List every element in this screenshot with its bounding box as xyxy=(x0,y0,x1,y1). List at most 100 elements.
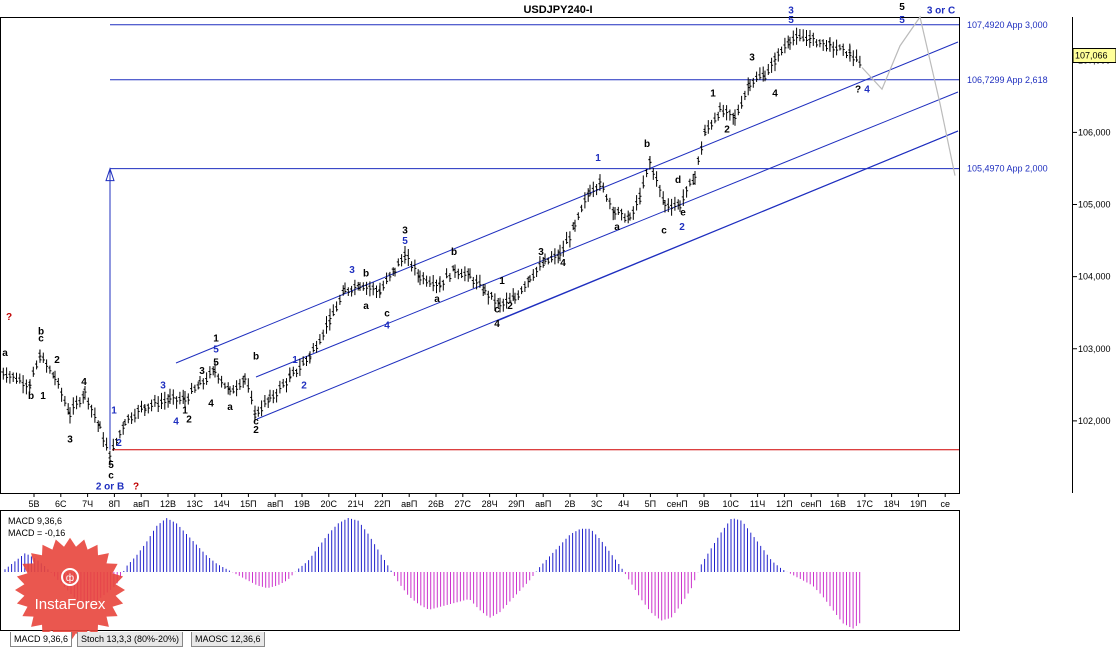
price-axis-ticks: 107,000106,000105,000104,000103,000102,0… xyxy=(1072,48,1116,426)
time-tick-label: 11Ч xyxy=(750,499,765,509)
price-bar xyxy=(375,285,378,298)
wave-label: a xyxy=(363,301,369,312)
price-bar xyxy=(358,282,362,291)
price-bar xyxy=(661,191,665,205)
price-bar xyxy=(268,389,272,402)
wave-label: 3 xyxy=(538,247,544,258)
price-bar xyxy=(508,292,512,303)
price-bar xyxy=(631,206,635,220)
price-bar xyxy=(766,63,770,75)
price-bar xyxy=(168,388,172,405)
wave-label: 3 xyxy=(349,265,355,276)
price-bar xyxy=(418,270,422,286)
price-bar xyxy=(438,276,442,288)
wave-label: b xyxy=(253,352,259,363)
price-bar xyxy=(780,46,784,56)
price-bar xyxy=(673,196,677,211)
time-tick-label: авП xyxy=(133,499,149,509)
price-bar xyxy=(416,269,420,283)
wave-label: c xyxy=(384,308,390,319)
wave-label: 1 xyxy=(182,406,188,417)
price-bar xyxy=(825,39,828,52)
price-bar xyxy=(263,394,267,408)
price-bar xyxy=(655,171,659,187)
price-bar xyxy=(241,375,245,388)
price-bar xyxy=(616,206,620,215)
price-bar xyxy=(471,276,475,289)
time-tick-label: 29П xyxy=(508,499,524,509)
price-bar xyxy=(571,222,575,231)
price-bar xyxy=(346,287,350,296)
price-bar xyxy=(478,274,482,288)
wave-label: 5 xyxy=(213,357,219,368)
price-bar xyxy=(740,95,744,109)
tab-stoch[interactable]: Stoch 13,3,3 (80%-20%) xyxy=(77,632,184,647)
wave-label: 1 xyxy=(40,391,46,402)
price-bar xyxy=(783,37,787,54)
price-bar xyxy=(81,390,85,404)
price-bar xyxy=(460,268,464,279)
price-bar xyxy=(576,212,580,221)
price-bar xyxy=(528,275,532,283)
price-bar xyxy=(281,378,285,388)
price-bar xyxy=(731,112,735,125)
price-bar xyxy=(220,375,224,388)
price-bar xyxy=(193,384,197,393)
price-bar xyxy=(588,184,592,197)
wave-label: c xyxy=(108,471,114,482)
price-bar xyxy=(66,403,70,415)
time-tick-label: 4Ч xyxy=(618,499,629,509)
level-label-2: 105,4970 App 2,000 xyxy=(967,164,1048,174)
wave-label: 4 xyxy=(864,85,870,96)
wave-label: 1 xyxy=(499,276,505,287)
price-bar xyxy=(511,288,515,302)
time-tick-label: 26В xyxy=(428,499,444,509)
price-bar xyxy=(595,183,599,196)
price-bar xyxy=(435,279,438,294)
price-bar xyxy=(291,366,295,377)
wave-label: 5 xyxy=(108,460,114,471)
price-bar xyxy=(153,394,157,407)
price-bar xyxy=(338,294,342,305)
price-bar xyxy=(623,213,627,223)
price-bar xyxy=(441,279,445,291)
time-tick-label: 19П xyxy=(910,499,926,509)
instaforex-logo: ф InstaForex xyxy=(15,537,125,643)
price-bar xyxy=(121,421,125,435)
tab-maosc[interactable]: MAOSC 12,36,6 xyxy=(191,632,265,647)
price-bar xyxy=(288,369,292,379)
price-bar xyxy=(1,367,5,380)
time-tick-label: авП xyxy=(535,499,551,509)
price-bar xyxy=(335,301,339,312)
price-tick-label: 106,000 xyxy=(1078,127,1111,137)
wave-label: e xyxy=(680,207,686,218)
price-bar xyxy=(156,396,160,413)
price-bar xyxy=(295,368,299,378)
price-bar xyxy=(350,285,354,297)
wave-label: 2 xyxy=(301,380,307,391)
price-bar xyxy=(641,175,645,189)
channel-line-3 xyxy=(496,130,959,322)
tab-macd[interactable]: MACD 9,36,6 xyxy=(10,632,73,647)
price-bar xyxy=(811,32,815,46)
price-bar xyxy=(391,267,395,277)
price-bar xyxy=(755,71,759,82)
price-bar xyxy=(190,382,194,394)
wave-label: 2 xyxy=(54,355,60,366)
price-bar xyxy=(393,267,397,277)
price-bar xyxy=(136,404,140,419)
wave-label: 5 xyxy=(402,236,408,247)
price-bar xyxy=(558,244,562,262)
wave-label: 5 xyxy=(213,344,219,355)
price-bar xyxy=(18,373,22,384)
wave-label: d xyxy=(675,175,681,186)
price-bar xyxy=(746,77,750,96)
wave-label: b xyxy=(451,247,457,258)
price-bar xyxy=(666,198,670,213)
wave-label: 3 xyxy=(402,225,408,236)
price-bar xyxy=(520,286,524,295)
price-bar xyxy=(838,44,842,51)
price-bar xyxy=(371,282,375,296)
price-bar xyxy=(516,290,520,301)
